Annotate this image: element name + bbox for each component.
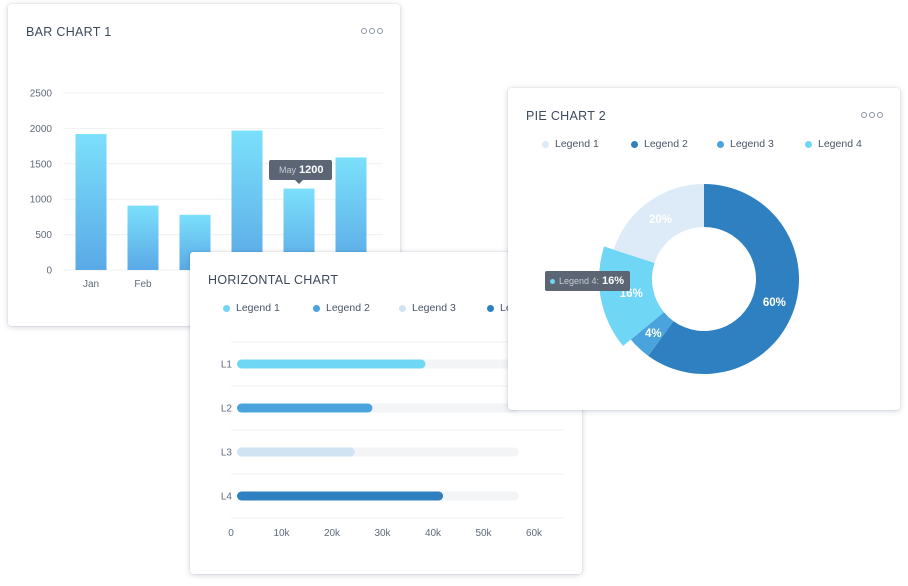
pie-chart-title: PIE CHART 2 [526, 109, 606, 123]
bar [231, 130, 263, 270]
y-tick-label: L4 [221, 492, 233, 503]
pie-tooltip-value: 16% [602, 275, 625, 287]
legend-swatch [313, 304, 320, 312]
legend-label: Legend 1 [236, 302, 280, 314]
legend-swatch [487, 304, 494, 312]
pie-tooltip-label: Legend 4: [559, 276, 600, 286]
legend-label: Legend 4 [818, 138, 862, 150]
slice-label: 60% [763, 297, 786, 309]
pie-tooltip-swatch [550, 278, 555, 284]
x-tick-label: 30k [374, 528, 391, 539]
legend-item-3[interactable]: Legend 3 [399, 302, 487, 314]
bar [237, 359, 426, 369]
legend-item-1[interactable]: Legend 1 [223, 302, 313, 314]
bar-chart-title: BAR CHART 1 [26, 25, 112, 39]
legend-swatch [542, 140, 549, 148]
x-tick-label: 10k [273, 528, 290, 539]
y-tick-label: 0 [46, 266, 52, 277]
donut-slice [648, 184, 799, 374]
x-tick-label: 40k [425, 528, 442, 539]
legend-label: Legend 2 [644, 138, 688, 150]
legend-label: Legend 2 [326, 302, 370, 314]
bar-tooltip-label: May [279, 165, 297, 175]
bar-tooltip: May 1200 [269, 160, 332, 180]
x-tick-label: 20k [324, 528, 341, 539]
y-tick-label: 500 [35, 230, 52, 241]
bar-chart-more-icon[interactable] [361, 28, 383, 34]
horizontal-chart-title: HORIZONTAL CHART [208, 273, 339, 287]
bar [237, 447, 355, 457]
donut-slice [630, 312, 674, 356]
y-tick-label: 2500 [30, 89, 53, 100]
x-tick-label: Jan [83, 279, 99, 290]
x-tick-label: Feb [134, 279, 152, 290]
bar [75, 134, 107, 270]
horizontal-chart-plot: L1 L2 L3 L4 0 10k 20k 30k 40k 50k 60k [221, 341, 565, 539]
bar [127, 205, 159, 270]
y-tick-label: 1500 [30, 159, 53, 170]
legend-swatch [399, 304, 406, 312]
y-tick-label: L2 [221, 404, 233, 415]
y-tick-label: 2000 [30, 124, 53, 135]
pie-chart-legend: Legend 1 Legend 2 Legend 3 Legend 4 [542, 138, 862, 150]
legend-label: Le [500, 302, 512, 314]
bar [335, 157, 367, 270]
bar [237, 403, 373, 413]
pie-chart-plot: 60% 4% 16% 20% [599, 184, 799, 374]
legend-label: Legend 3 [730, 138, 774, 150]
bar-tooltip-arrow [295, 180, 303, 184]
horizontal-chart-legend: Legend 1 Legend 2 Legend 3 Le [223, 302, 512, 314]
donut-slice [613, 184, 704, 263]
slice-label: 20% [649, 214, 672, 226]
y-tick-label: L3 [221, 448, 233, 459]
pie-tooltip: Legend 4: 16% [545, 271, 631, 291]
legend-item-1[interactable]: Legend 1 [542, 138, 631, 150]
legend-item-2[interactable]: Legend 2 [631, 138, 717, 150]
y-tick-label: L1 [221, 360, 233, 371]
legend-item-4[interactable]: Legend 4 [805, 138, 862, 150]
pie-chart-more-icon[interactable] [861, 112, 883, 118]
legend-item-3[interactable]: Legend 3 [717, 138, 805, 150]
legend-swatch [805, 140, 812, 148]
pie-chart-card: PIE CHART 2 Legend 1 Legend 2 Legend 3 L… [508, 88, 900, 410]
legend-swatch [223, 304, 230, 312]
legend-label: Legend 3 [412, 302, 456, 314]
x-tick-label: 60k [526, 528, 543, 539]
legend-label: Legend 1 [555, 138, 599, 150]
legend-swatch [631, 140, 638, 148]
bar [237, 491, 444, 501]
legend-swatch [717, 140, 724, 148]
bar-tooltip-value: 1200 [299, 164, 324, 176]
legend-item-2[interactable]: Legend 2 [313, 302, 399, 314]
x-tick-label: 50k [475, 528, 492, 539]
legend-item-4[interactable]: Le [487, 302, 512, 314]
x-tick-label: 0 [228, 528, 234, 539]
y-tick-label: 1000 [30, 195, 53, 206]
slice-label: 4% [645, 328, 662, 340]
